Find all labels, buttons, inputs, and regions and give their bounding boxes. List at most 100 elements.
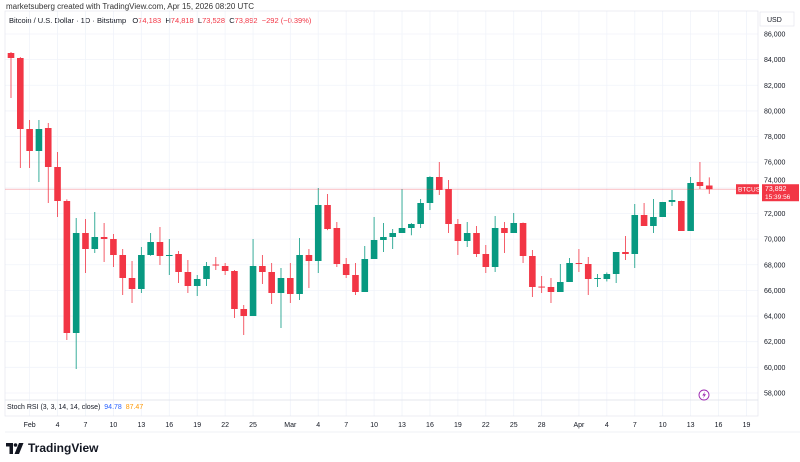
price-tick-label: 64,000 xyxy=(764,314,786,321)
candle-2026-02-03 xyxy=(44,123,52,203)
currency-box[interactable] xyxy=(759,11,795,27)
price-tick-label: 66,000 xyxy=(764,288,786,295)
time-tick-label: 4 xyxy=(316,422,320,429)
candle-2026-03-31 xyxy=(566,258,573,282)
candle-body xyxy=(370,240,378,259)
candle-body xyxy=(510,223,518,233)
time-axis[interactable]: Feb 4 7 10 13 16 19 22 25 Mar 4 7 10 13 16 19 22 25 28 Apr 4… xyxy=(24,422,751,429)
open-label: O xyxy=(132,16,139,25)
symbol-title[interactable]: Bitcoin / U.S. Dollar · 1D · Bitstamp xyxy=(9,16,127,25)
candle-2026-03-13 xyxy=(398,189,406,233)
candle-2026-02-25 xyxy=(249,239,257,316)
candle-2026-04-03 xyxy=(594,274,601,287)
high-label: H xyxy=(165,16,171,25)
price-tick-label: 74,000 xyxy=(764,178,786,185)
candle-body xyxy=(612,252,620,274)
candle-2026-04-02 xyxy=(584,257,592,295)
time-tick-label: 4 xyxy=(605,422,609,429)
candle-2026-02-15 xyxy=(156,227,164,265)
candle-body xyxy=(445,189,452,224)
candle-2026-01-31 xyxy=(17,57,24,168)
candle-2026-02-23 xyxy=(231,270,238,318)
candle-body xyxy=(128,278,136,289)
candle-body xyxy=(259,266,266,272)
time-tick-label: 7 xyxy=(633,422,637,429)
candle-body xyxy=(603,274,611,279)
candle-body xyxy=(352,275,359,292)
open-value: 74,183 xyxy=(138,16,162,25)
time-tick-label: 22 xyxy=(482,422,490,429)
price-axis[interactable]: 86,000 84,000 82,000 80,000 78,000 76,000 74,0… xyxy=(764,32,786,398)
candle-2026-04-10 xyxy=(659,201,666,217)
candle-body xyxy=(110,239,117,255)
symbol-badge xyxy=(736,184,759,195)
candle-2026-02-05 xyxy=(63,199,71,340)
candle-2026-03-29 xyxy=(547,278,555,303)
candle-body xyxy=(44,128,52,167)
price-tick-label: 68,000 xyxy=(764,262,786,269)
time-tick-label: 7 xyxy=(344,422,348,429)
candle-2026-03-28 xyxy=(538,276,545,293)
candle-2026-03-18 xyxy=(445,180,452,233)
price-badge xyxy=(762,184,799,202)
candle-2026-04-11 xyxy=(668,190,676,206)
candle-body xyxy=(501,228,508,233)
chart-attribution: marketsuberg created with TradingView.co… xyxy=(6,2,254,11)
time-tick-label: 22 xyxy=(221,422,229,429)
time-tick-label: Apr xyxy=(573,422,585,429)
candle-2026-02-01 xyxy=(26,120,33,168)
stoch-rsi-legend[interactable]: Stoch RSI (3, 3, 14, 14, close) 94.78 87… xyxy=(7,404,143,411)
candle-2026-04-13 xyxy=(687,177,694,231)
candle-2026-01-30 xyxy=(7,51,15,98)
candle-body xyxy=(463,233,471,241)
time-tick-label: 16 xyxy=(165,422,173,429)
time-tick-label: 25 xyxy=(249,422,257,429)
candle-2026-02-17 xyxy=(175,251,182,283)
time-tick-label: 13 xyxy=(137,422,145,429)
candle-body xyxy=(221,266,229,271)
candle-body xyxy=(231,271,238,309)
candle-body xyxy=(7,53,15,58)
price-tick-label: 82,000 xyxy=(764,83,786,90)
candle-2026-02-07 xyxy=(82,219,89,273)
candle-body xyxy=(519,223,527,256)
candle-2026-04-07 xyxy=(631,204,639,268)
candle-2026-03-14 xyxy=(408,223,415,236)
candle-body xyxy=(659,202,666,217)
grid xyxy=(5,11,758,416)
price-tick-label: 78,000 xyxy=(764,134,786,141)
time-tick-label: 19 xyxy=(743,422,751,429)
candle-2026-03-08 xyxy=(352,263,359,295)
candle-2026-03-06 xyxy=(333,222,341,267)
indicator-pane xyxy=(4,399,759,417)
candle-body xyxy=(482,254,490,267)
candle-body xyxy=(249,266,257,316)
stoch-d-value: 87.47 xyxy=(125,404,144,411)
candle-body xyxy=(305,255,313,261)
time-tick-label: 10 xyxy=(659,422,667,429)
candle-body xyxy=(547,287,555,292)
close-value: 73,892 xyxy=(234,16,258,25)
candle-body xyxy=(212,264,220,266)
candle-2026-02-11 xyxy=(119,249,127,295)
price-tick-label: 86,000 xyxy=(764,32,786,39)
tradingview-logo[interactable]: TradingView xyxy=(6,441,98,455)
price-tick-label: 62,000 xyxy=(764,339,786,346)
time-tick-label: 19 xyxy=(193,422,201,429)
candle-2026-03-05 xyxy=(324,194,331,231)
candle-body xyxy=(82,233,89,249)
candle-body xyxy=(640,215,648,226)
lightning-icon[interactable] xyxy=(698,389,710,401)
symbol-legend: Bitcoin / U.S. Dollar · 1D · Bitstamp O7… xyxy=(9,16,311,25)
candle-2026-02-20 xyxy=(203,262,210,286)
candle-2026-02-28 xyxy=(277,268,285,328)
candle-body xyxy=(594,278,601,279)
candle-body xyxy=(529,256,536,287)
candle-body xyxy=(184,272,192,286)
candle-2026-04-04 xyxy=(603,272,611,282)
candle-2026-04-01 xyxy=(575,249,583,272)
symbol-badge-text: BTCUSD xyxy=(738,187,765,194)
change-value: −292 (−0.39%) xyxy=(261,16,312,25)
candle-body xyxy=(268,272,275,293)
